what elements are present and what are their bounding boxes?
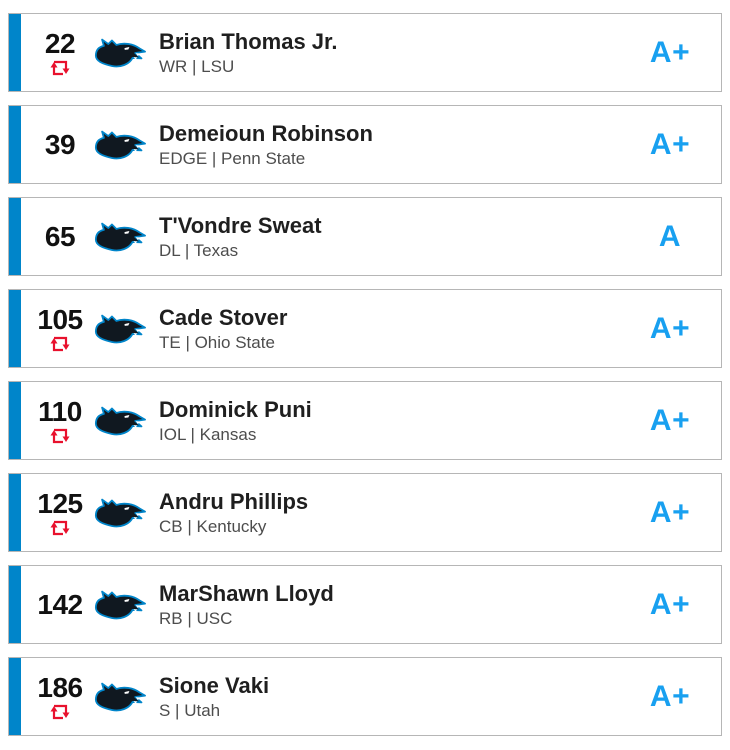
player-name: Cade Stover	[159, 304, 288, 330]
draft-grade: A+	[649, 587, 691, 621]
pick-number: 186	[37, 671, 83, 703]
draft-grade: A+	[649, 403, 691, 437]
draft-grade: A	[658, 219, 682, 253]
carolina-panthers-logo-icon	[94, 314, 146, 343]
player-position-school: TE | Ohio State	[159, 332, 275, 352]
team-color-bar	[9, 106, 21, 183]
player-name: Demeioun Robinson	[159, 120, 373, 146]
team-color-bar	[9, 566, 21, 643]
draft-pick-row[interactable]: 22 Brian Thomas Jr. WR | LSU A+	[8, 13, 722, 92]
player-info: Demeioun Robinson EDGE | Penn State	[149, 106, 619, 183]
draft-grade: A+	[649, 495, 691, 529]
pick-number: 39	[44, 128, 76, 160]
pick-number: 125	[37, 487, 83, 519]
team-logo-column	[91, 658, 149, 735]
grade-column: A+	[619, 106, 721, 183]
grade-column: A+	[619, 382, 721, 459]
pick-column: 142	[29, 566, 91, 643]
carolina-panthers-logo-icon	[94, 682, 146, 711]
player-position-school: DL | Texas	[159, 240, 239, 260]
draft-pick-row[interactable]: 186 Sione Vaki S | Utah A+	[8, 657, 722, 736]
grade-column: A+	[619, 290, 721, 367]
team-logo-column	[91, 474, 149, 551]
draft-grade: A+	[649, 35, 691, 69]
player-name: Brian Thomas Jr.	[159, 28, 338, 54]
draft-pick-row[interactable]: 105 Cade Stover TE | Ohio State A+	[8, 289, 722, 368]
draft-grade: A+	[649, 679, 691, 713]
carolina-panthers-logo-icon	[94, 38, 146, 67]
player-position-school: CB | Kentucky	[159, 516, 267, 536]
draft-pick-row[interactable]: 65 T'Vondre Sweat DL | Texas A	[8, 197, 722, 276]
team-color-bar	[9, 474, 21, 551]
player-position-school: RB | USC	[159, 608, 233, 628]
pick-column: 186	[29, 658, 91, 735]
grade-column: A+	[619, 566, 721, 643]
team-color-bar	[9, 658, 21, 735]
trade-swap-icon	[50, 429, 70, 444]
team-logo-column	[91, 106, 149, 183]
player-info: Sione Vaki S | Utah	[149, 658, 619, 735]
player-info: Andru Phillips CB | Kentucky	[149, 474, 619, 551]
team-logo-column	[91, 290, 149, 367]
pick-number: 105	[37, 303, 83, 335]
draft-grade: A+	[649, 127, 691, 161]
draft-pick-row[interactable]: 110 Dominick Puni IOL | Kansas A+	[8, 381, 722, 460]
player-position-school: IOL | Kansas	[159, 424, 257, 444]
pick-number: 22	[44, 27, 76, 59]
carolina-panthers-logo-icon	[94, 498, 146, 527]
team-color-bar	[9, 14, 21, 91]
team-logo-column	[91, 382, 149, 459]
team-color-bar	[9, 198, 21, 275]
draft-grade: A+	[649, 311, 691, 345]
player-name: Sione Vaki	[159, 672, 270, 698]
carolina-panthers-logo-icon	[94, 222, 146, 251]
pick-number: 142	[37, 588, 83, 620]
pick-column: 105	[29, 290, 91, 367]
player-name: Andru Phillips	[159, 488, 309, 514]
trade-swap-icon	[50, 521, 70, 536]
pick-number: 65	[44, 220, 76, 252]
carolina-panthers-logo-icon	[94, 590, 146, 619]
grade-column: A	[619, 198, 721, 275]
pick-column: 65	[29, 198, 91, 275]
carolina-panthers-logo-icon	[94, 130, 146, 159]
team-logo-column	[91, 566, 149, 643]
draft-pick-row[interactable]: 142 MarShawn Lloyd RB | USC A+	[8, 565, 722, 644]
grade-column: A+	[619, 474, 721, 551]
team-color-bar	[9, 382, 21, 459]
player-position-school: S | Utah	[159, 700, 221, 720]
player-name: Dominick Puni	[159, 396, 312, 422]
pick-column: 125	[29, 474, 91, 551]
trade-swap-icon	[50, 61, 70, 76]
pick-column: 39	[29, 106, 91, 183]
carolina-panthers-logo-icon	[94, 406, 146, 435]
player-info: Brian Thomas Jr. WR | LSU	[149, 14, 619, 91]
team-logo-column	[91, 198, 149, 275]
grade-column: A+	[619, 14, 721, 91]
player-info: T'Vondre Sweat DL | Texas	[149, 198, 619, 275]
draft-pick-row[interactable]: 39 Demeioun Robinson EDGE | Penn State A…	[8, 105, 722, 184]
player-info: Cade Stover TE | Ohio State	[149, 290, 619, 367]
player-info: Dominick Puni IOL | Kansas	[149, 382, 619, 459]
pick-column: 110	[29, 382, 91, 459]
draft-pick-row[interactable]: 125 Andru Phillips CB | Kentucky A+	[8, 473, 722, 552]
team-logo-column	[91, 14, 149, 91]
pick-column: 22	[29, 14, 91, 91]
player-name: MarShawn Lloyd	[159, 580, 334, 606]
player-position-school: WR | LSU	[159, 56, 235, 76]
team-color-bar	[9, 290, 21, 367]
player-name: T'Vondre Sweat	[159, 212, 322, 238]
player-position-school: EDGE | Penn State	[159, 148, 306, 168]
pick-number: 110	[38, 395, 82, 427]
player-info: MarShawn Lloyd RB | USC	[149, 566, 619, 643]
trade-swap-icon	[50, 705, 70, 720]
grade-column: A+	[619, 658, 721, 735]
trade-swap-icon	[50, 337, 70, 352]
